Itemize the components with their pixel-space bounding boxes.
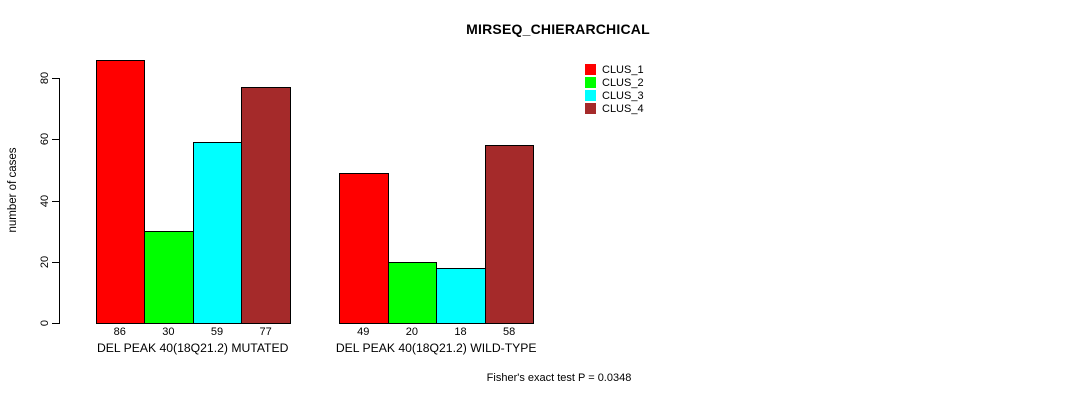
legend-swatch-clus_2 xyxy=(585,77,596,88)
y-axis-tick-label: 60 xyxy=(39,133,51,146)
bar-clus_4-group2 xyxy=(484,145,535,324)
fisher-test-annotation: Fisher's exact test P = 0.0348 xyxy=(486,372,632,384)
bar-value-label: 86 xyxy=(113,326,126,338)
legend-label: CLUS_2 xyxy=(602,76,644,89)
category-label: DEL PEAK 40(18Q21.2) MUTATED xyxy=(96,341,289,355)
y-axis-tick-label: 40 xyxy=(39,194,51,207)
y-axis-tick xyxy=(51,200,59,202)
legend-item-clus_1: CLUS_1 xyxy=(585,63,644,76)
y-axis-tick-label: 20 xyxy=(39,255,51,268)
bar-value-label: 18 xyxy=(454,326,467,338)
y-axis-line xyxy=(58,78,60,324)
bar-value-label: 77 xyxy=(259,326,272,338)
legend-swatch-clus_4 xyxy=(585,103,596,114)
legend-item-clus_4: CLUS_4 xyxy=(585,102,644,115)
bar-clus_2-group1 xyxy=(144,231,194,324)
legend-item-clus_2: CLUS_2 xyxy=(585,76,644,89)
bar-value-label: 58 xyxy=(502,326,516,338)
y-axis-tick-label: 80 xyxy=(39,71,51,85)
category-label: DEL PEAK 40(18Q21.2) WILD-TYPE xyxy=(335,341,537,355)
bar-value-label: 20 xyxy=(405,326,419,338)
legend-item-clus_3: CLUS_3 xyxy=(585,89,644,102)
y-axis-tick xyxy=(51,261,59,263)
legend: CLUS_1 CLUS_2 CLUS_3 CLUS_4 xyxy=(585,64,644,116)
bar-clus_1-group1 xyxy=(95,59,146,324)
legend-label: CLUS_1 xyxy=(602,63,644,76)
y-axis-title: number of cases xyxy=(7,147,19,233)
y-axis-tick xyxy=(51,139,59,141)
y-axis-tick-label: 0 xyxy=(39,319,51,327)
bar-clus_3-group2 xyxy=(436,267,486,324)
bar-clus_1-group2 xyxy=(339,172,389,324)
bar-clus_2-group2 xyxy=(387,261,438,324)
bar-value-label: 59 xyxy=(210,326,224,338)
y-axis-tick xyxy=(51,78,59,79)
legend-label: CLUS_4 xyxy=(602,102,644,115)
legend-swatch-clus_3 xyxy=(585,90,596,101)
legend-swatch-clus_1 xyxy=(585,64,596,75)
bar-value-label: 49 xyxy=(357,326,370,338)
bar-clus_3-group1 xyxy=(192,142,243,324)
y-axis-tick xyxy=(51,323,59,324)
legend-label: CLUS_3 xyxy=(602,89,644,102)
chart-title: MIRSEQ_CHIERARCHICAL xyxy=(466,21,650,37)
bar-value-label: 30 xyxy=(162,326,175,338)
bar-clus_4-group1 xyxy=(241,87,291,324)
